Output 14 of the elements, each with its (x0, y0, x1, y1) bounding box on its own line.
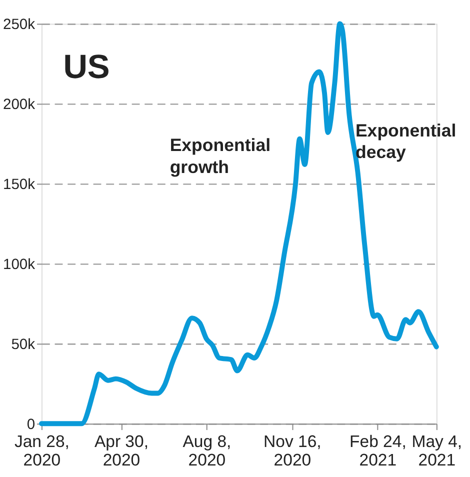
y-tick-label: 200k (2, 97, 36, 114)
annotation: Exponential growth (170, 135, 271, 177)
y-tick-label: 50k (11, 337, 36, 354)
y-tick-label: 100k (2, 257, 36, 274)
x-tick-label: Apr 30, 2020 (94, 432, 148, 470)
y-tick-label: 250k (2, 17, 36, 34)
x-tick-label: Feb 24, 2021 (350, 432, 406, 470)
x-tick-label: Jan 28, 2020 (14, 432, 70, 470)
y-tick-label: 150k (2, 177, 36, 194)
y-tick-label: 0 (26, 417, 36, 434)
text: US (63, 49, 110, 86)
x-tick-label: Nov 16, 2020 (264, 432, 322, 470)
x-tick-label: May 4, 2021 (412, 432, 462, 470)
x-tick-label: Aug 8, 2020 (182, 432, 232, 470)
